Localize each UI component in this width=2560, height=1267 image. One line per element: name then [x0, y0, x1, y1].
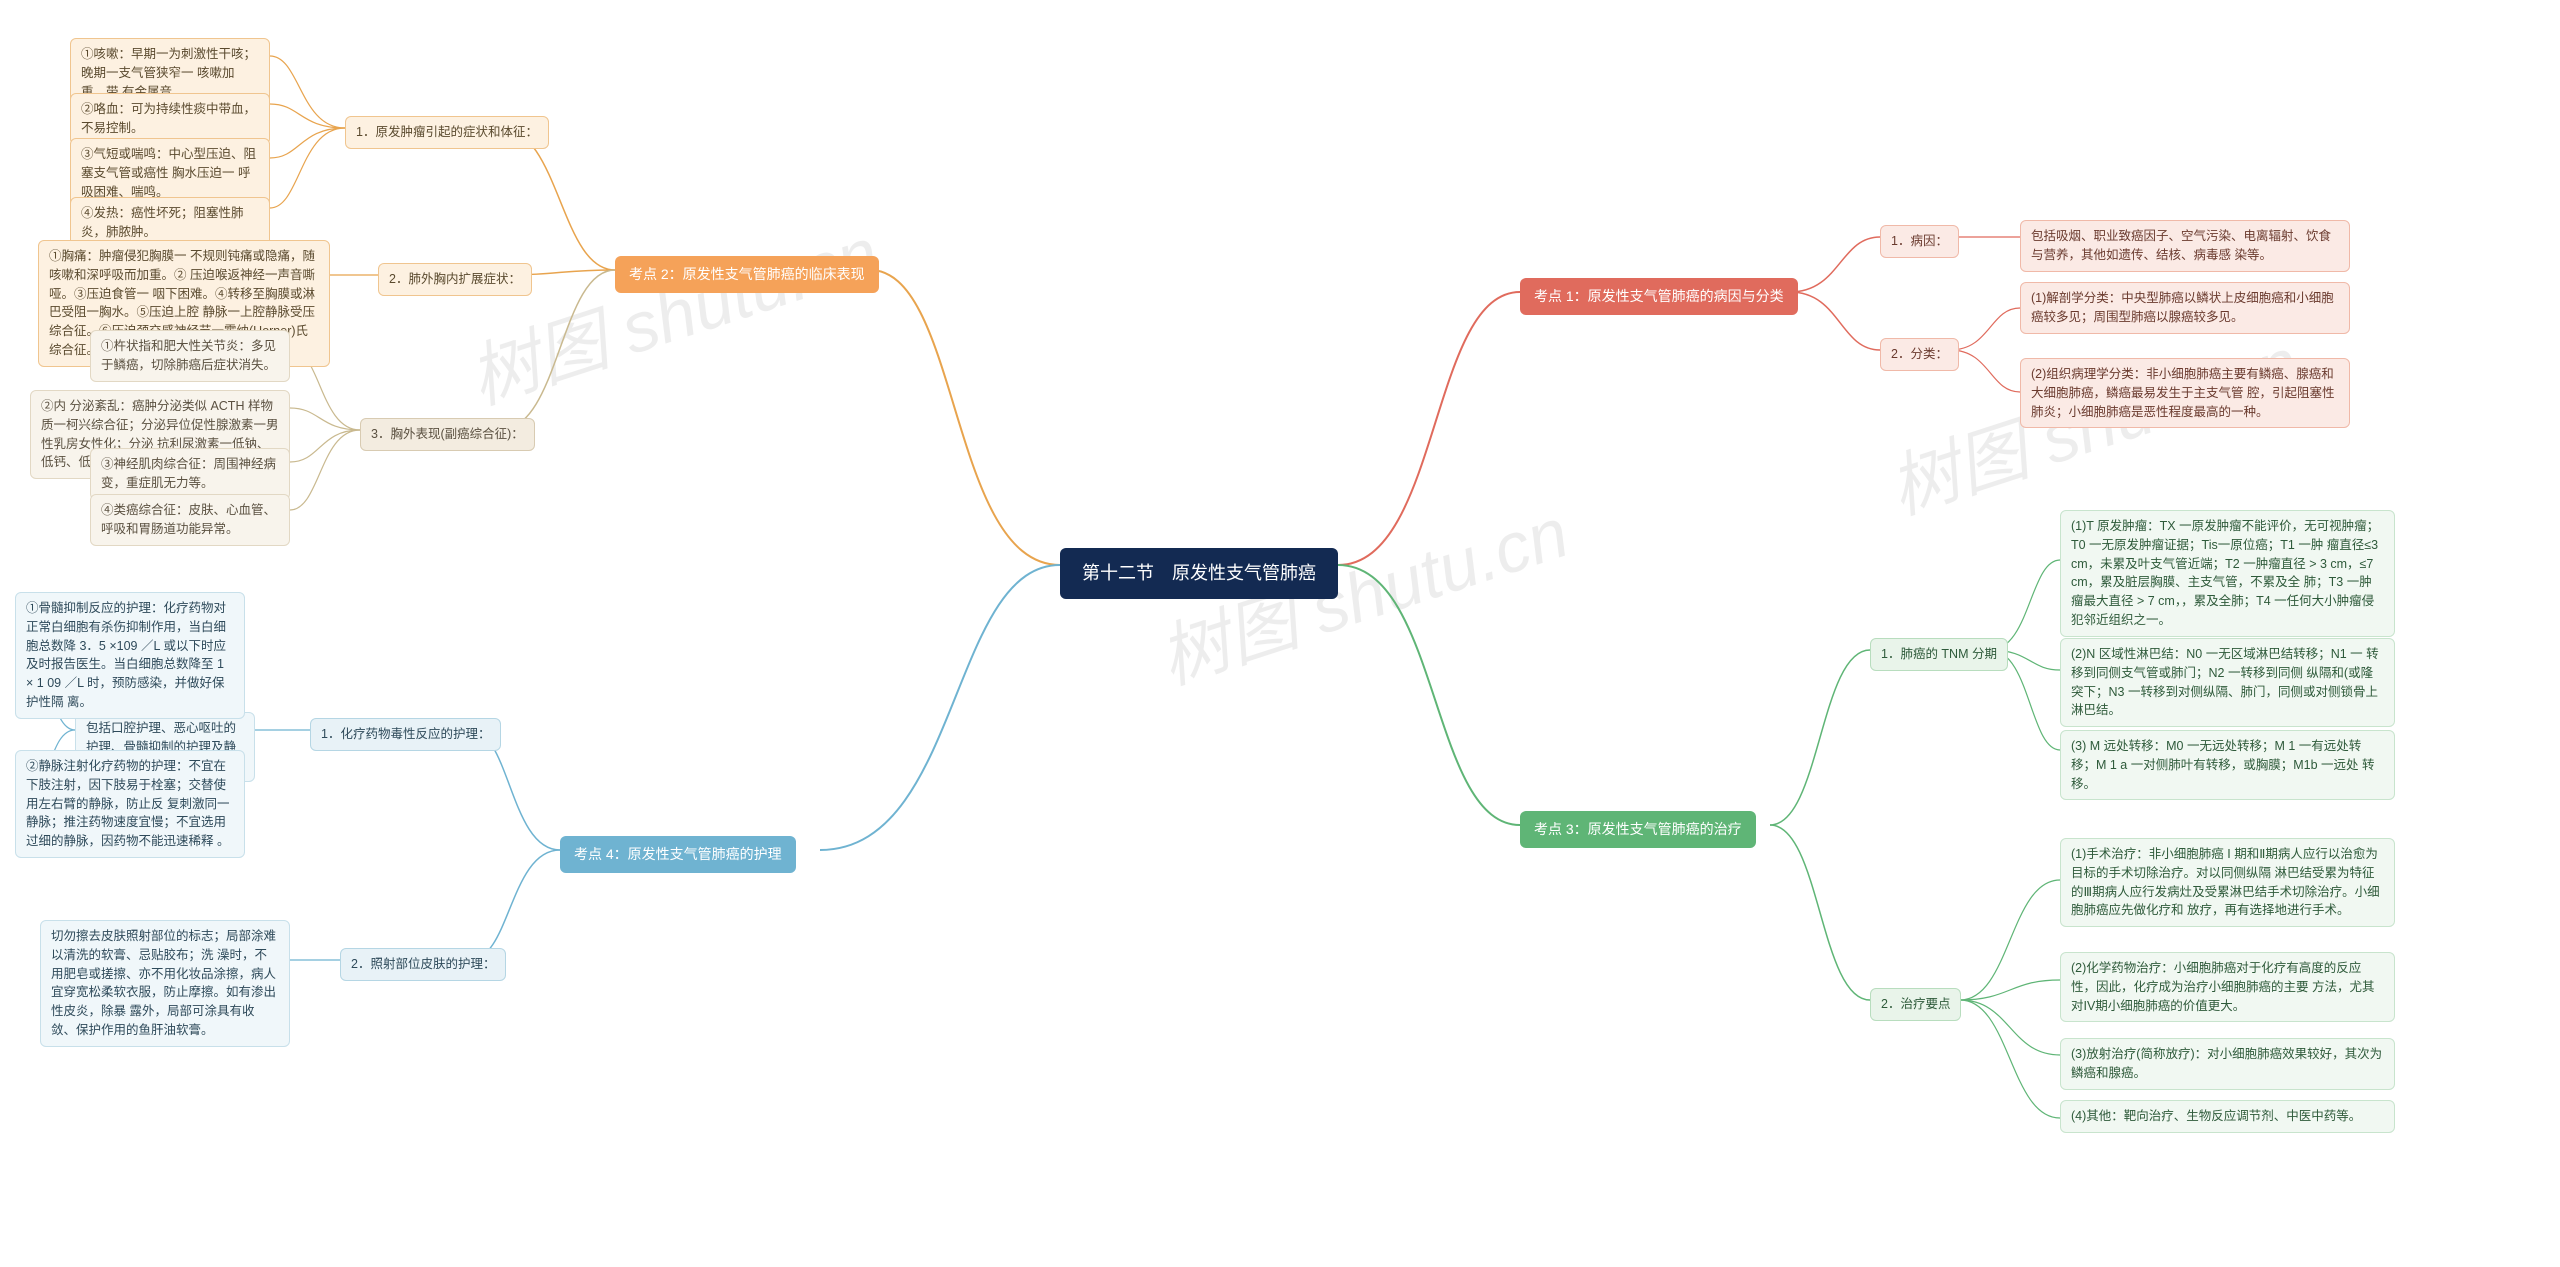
b1-leaf1: 包括吸烟、职业致癌因子、空气污染、电离辐射、饮食与营养，其他如遗传、结核、病毒感…	[2020, 220, 2350, 272]
b3-l2c: (3)放射治疗(简称放疗)：对小细胞肺癌效果较好，其次为鳞癌和腺癌。	[2060, 1038, 2395, 1090]
b3-l1c: (3) M 远处转移：M0 一无远处转移；M 1 一有远处转移；M 1 a 一对…	[2060, 730, 2395, 800]
b2-sub1: 1．原发肿瘤引起的症状和体征：	[345, 116, 549, 149]
b2-l3c: ③神经肌肉综合征：周围神经病变，重症肌无力等。	[90, 448, 290, 500]
b2-l1b: ②咯血：可为持续性痰中带血，不易控制。	[70, 93, 270, 145]
branch-4: 考点 4：原发性支气管肺癌的护理	[560, 836, 796, 873]
b4-l1c: ②静脉注射化疗药物的护理：不宜在下肢注射，因下肢易于栓塞；交替使用左右臂的静脉，…	[15, 750, 245, 858]
b1-leaf2b: (2)组织病理学分类：非小细胞肺癌主要有鳞癌、腺癌和大细胞肺癌，鳞癌最易发生于主…	[2020, 358, 2350, 428]
b3-sub2: 2．治疗要点	[1870, 988, 1961, 1021]
b3-l2d: (4)其他：靶向治疗、生物反应调节剂、中医中药等。	[2060, 1100, 2395, 1133]
b3-l2b: (2)化学药物治疗：小细胞肺癌对于化疗有高度的反应性，因此，化疗成为治疗小细胞肺…	[2060, 952, 2395, 1022]
b4-sub1: 1．化疗药物毒性反应的护理：	[310, 718, 501, 751]
b1-sub1: 1．病因：	[1880, 225, 1959, 258]
b3-l1a: (1)T 原发肿瘤：TX 一原发肿瘤不能评价，无可视肿瘤；T0 一无原发肿瘤证据…	[2060, 510, 2395, 637]
b2-sub2: 2．肺外胸内扩展症状：	[378, 263, 532, 296]
b2-l3d: ④类癌综合征：皮肤、心血管、呼吸和胃肠道功能异常。	[90, 494, 290, 546]
b3-sub1: 1．肺癌的 TNM 分期	[1870, 638, 2008, 671]
b2-l3a: ①杵状指和肥大性关节炎：多见于鳞癌，切除肺癌后症状消失。	[90, 330, 290, 382]
root-node: 第十二节 原发性支气管肺癌	[1060, 548, 1338, 599]
branch-2: 考点 2：原发性支气管肺癌的临床表现	[615, 256, 879, 293]
b1-leaf2a: (1)解剖学分类：中央型肺癌以鳞状上皮细胞癌和小细胞癌较多见；周围型肺癌以腺癌较…	[2020, 282, 2350, 334]
b3-l1b: (2)N 区域性淋巴结：N0 一无区域淋巴结转移；N1 一 转移到同侧支气管或肺…	[2060, 638, 2395, 727]
b3-l2a: (1)手术治疗：非小细胞肺癌 I 期和Ⅱ期病人应行以治愈为目标的手术切除治疗。对…	[2060, 838, 2395, 927]
b1-sub2: 2．分类：	[1880, 338, 1959, 371]
branch-3: 考点 3：原发性支气管肺癌的治疗	[1520, 811, 1756, 848]
b2-sub3: 3．胸外表现(副癌综合征)：	[360, 418, 535, 451]
b4-sub2: 2．照射部位皮肤的护理：	[340, 948, 506, 981]
b4-l1b: ①骨髓抑制反应的护理：化疗药物对正常白细胞有杀伤抑制作用，当白细胞总数降 3．5…	[15, 592, 245, 719]
b4-l2a: 切勿擦去皮肤照射部位的标志；局部涂难以清洗的软膏、忌贴胶布；洗 澡时，不用肥皂或…	[40, 920, 290, 1047]
branch-1: 考点 1：原发性支气管肺癌的病因与分类	[1520, 278, 1798, 315]
